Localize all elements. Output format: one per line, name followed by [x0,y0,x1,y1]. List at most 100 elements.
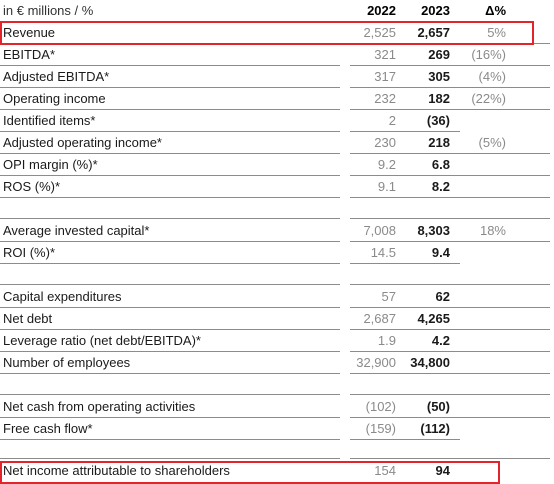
row-divider [0,351,340,352]
value-2023: (112) [420,421,450,436]
value-2023: 94 [435,463,450,478]
row-label: Leverage ratio (net debt/EBITDA)* [3,333,201,348]
row-label: Net cash from operating activities [3,399,196,414]
table-row-ebitda: EBITDA* 321 269 (16%) [0,44,554,66]
group-divider [350,284,550,285]
table-row-opi-margin: OPI margin (%)* 9.2 6.8 [0,154,554,176]
row-divider [350,351,550,352]
group-divider [0,284,340,285]
table-row-net-income: Net income attributable to shareholders … [0,460,554,482]
value-2023: 62 [435,289,450,304]
value-2022: 9.1 [377,179,396,194]
row-divider [350,417,550,418]
value-2022: 9.2 [377,157,396,172]
row-divider [0,175,340,176]
value-2022: 32,900 [356,355,396,370]
row-label: ROI (%)* [3,245,55,260]
row-label: Net debt [3,311,53,326]
value-2023: 305 [428,69,450,84]
value-2023: 218 [428,135,450,150]
value-2023: 269 [428,47,450,62]
group-divider [350,394,550,395]
row-divider [0,307,340,308]
row-divider [0,197,340,198]
value-2023: 4.2 [431,333,450,348]
value-2022: 321 [374,47,396,62]
row-label: Revenue [3,25,56,40]
row-divider [350,241,550,242]
row-divider [0,329,340,330]
row-divider [0,109,340,110]
table-row-net-cash-operating: Net cash from operating activities (102)… [0,396,554,418]
value-2022: 57 [381,289,396,304]
row-divider [0,241,340,242]
value-2023: 34,800 [410,355,450,370]
value-2022: 230 [374,135,396,150]
group-divider [350,218,550,219]
group-divider [0,218,340,219]
row-divider [0,373,340,374]
row-divider [350,131,460,132]
change-percent: (22%) [471,91,506,106]
row-label: Operating income [3,91,106,106]
group-divider [0,458,340,459]
table-row-operating-income: Operating income 232 182 (22%) [0,88,554,110]
value-2022: 2,525 [363,25,396,40]
row-label: OPI margin (%)* [3,157,98,172]
row-divider [0,65,340,66]
table-row-number-of-employees: Number of employees 32,900 34,800 [0,352,554,374]
value-2022: 1.9 [377,333,396,348]
value-2023: 4,265 [417,311,450,326]
row-divider [0,87,340,88]
row-label: Capital expenditures [3,289,122,304]
value-2023: 8,303 [417,223,450,238]
table-row-identified-items: Identified items* 2 (36) [0,110,554,132]
row-label: EBITDA* [3,47,56,62]
row-label: Identified items* [3,113,96,128]
change-percent: (5%) [478,135,506,150]
value-2022: 2 [388,113,396,128]
row-divider [350,197,550,198]
row-divider [350,329,550,330]
row-label: Average invested capital* [3,223,150,238]
row-divider [0,263,340,264]
table-row-capital-expenditures: Capital expenditures 57 62 [0,286,554,308]
table-row-ros: ROS (%)* 9.1 8.2 [0,176,554,198]
value-2022: 317 [374,69,396,84]
value-2022: 7,008 [363,223,396,238]
row-divider [350,65,550,66]
net-income-highlight-box [0,461,500,484]
value-2022: 154 [374,463,396,478]
table-row-roi: ROI (%)* 14.5 9.4 [0,242,554,264]
table-row-leverage-ratio: Leverage ratio (net debt/EBITDA)* 1.9 4.… [0,330,554,352]
value-2023: (50) [426,399,450,414]
row-divider [350,153,550,154]
value-2022: 14.5 [370,245,396,260]
change-percent: (4%) [478,69,506,84]
row-divider [350,439,460,440]
row-label: Number of employees [3,355,131,370]
row-divider [350,175,550,176]
value-2022: 2,687 [363,311,396,326]
table-row-free-cash-flow: Free cash flow* (159) (112) [0,418,554,440]
row-divider [0,153,340,154]
revenue-highlight-box [0,21,534,45]
row-label: Net income attributable to shareholders [3,463,230,478]
value-2022: (102) [365,399,396,414]
row-divider [0,439,340,440]
value-2023: 2,657 [417,25,450,40]
value-2023: 182 [428,91,450,106]
table-row-adjusted-operating-income: Adjusted operating income* 230 218 (5%) [0,132,554,154]
value-2022: 232 [374,91,396,106]
row-label: ROS (%)* [3,179,61,194]
value-2023: 9.4 [431,245,450,260]
table-header-row: in € millions / % 2022 2023 Δ% [0,0,554,22]
table-row-average-invested-capital: Average invested capital* 7,008 8,303 18… [0,220,554,242]
row-divider [350,87,550,88]
year-2022-header: 2022 [367,3,396,18]
value-2023: 6.8 [431,157,450,172]
change-percent: 5% [487,25,506,40]
value-2023: 8.2 [431,179,450,194]
row-divider [350,307,550,308]
change-percent-header: Δ% [485,3,506,18]
